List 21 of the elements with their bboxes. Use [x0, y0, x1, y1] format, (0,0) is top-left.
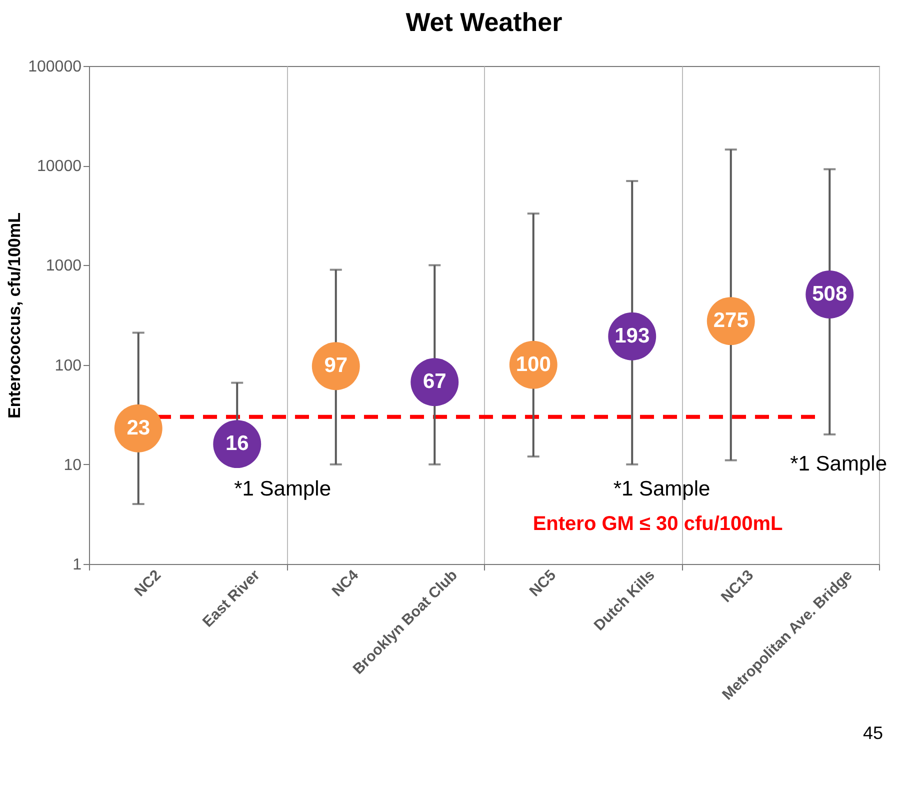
data-label: 23: [126, 416, 150, 440]
y-axis-title: Enterococcus, cfu/100mL: [5, 212, 24, 418]
data-label: 67: [422, 370, 446, 394]
data-label: 193: [614, 324, 650, 348]
text: 45: [862, 723, 883, 743]
data-label: 97: [324, 354, 348, 378]
data-label: 16: [225, 432, 249, 456]
ref-line-label: Entero GM ≤ 30 cfu/100mL: [532, 513, 783, 535]
y-tick-label: 1000: [46, 258, 82, 275]
chart-title: Wet Weather: [406, 7, 562, 37]
annotation: *1 Sample: [790, 452, 887, 476]
annotation: *1 Sample: [234, 477, 331, 500]
data-label: 508: [812, 282, 848, 306]
y-tick-label: 100: [54, 357, 82, 374]
y-tick-label: 10000: [37, 158, 82, 176]
y-tick-label: 1: [72, 556, 82, 574]
y-tick-label: 10: [64, 456, 82, 474]
data-label: 100: [516, 352, 551, 376]
data-label: 275: [713, 309, 749, 332]
annotation: *1 Sample: [613, 477, 710, 500]
y-tick-label: 100000: [28, 58, 82, 76]
